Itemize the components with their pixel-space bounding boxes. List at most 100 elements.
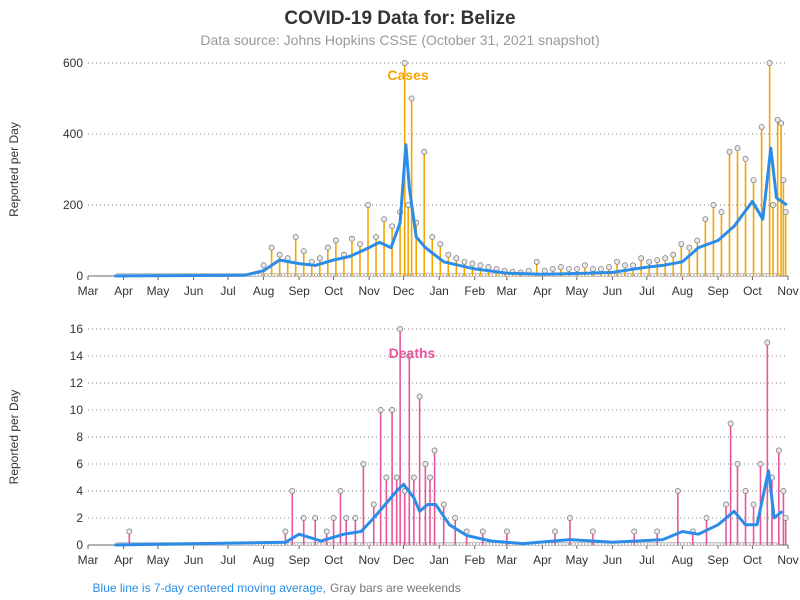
data-point <box>324 244 331 251</box>
baseline-point <box>310 542 315 546</box>
baseline-point <box>650 542 655 546</box>
baseline-point <box>647 542 652 546</box>
y-axis-label: Reported per Day <box>7 122 21 217</box>
x-tick-label: Apr <box>533 553 552 567</box>
x-tick-label: Jul <box>639 284 654 298</box>
baseline-point <box>307 542 312 546</box>
y-tick-label: 600 <box>63 56 83 70</box>
data-point <box>734 145 741 152</box>
x-tick-label: Aug <box>253 553 274 567</box>
x-tick-label: Apr <box>533 284 552 298</box>
baseline-point <box>290 273 295 277</box>
baseline-point <box>706 542 711 546</box>
baseline-point <box>561 542 566 546</box>
series-label: Deaths <box>389 345 436 361</box>
baseline-point <box>663 542 668 546</box>
baseline-point <box>419 273 424 277</box>
x-tick-label: May <box>566 553 589 567</box>
data-point <box>630 262 637 269</box>
y-tick-label: 10 <box>70 403 84 417</box>
baseline-point <box>621 273 625 277</box>
baseline-point <box>386 273 391 277</box>
baseline-point <box>644 273 648 277</box>
baseline-point <box>482 273 487 277</box>
x-tick-label: Apr <box>114 553 133 567</box>
moving-average-line <box>114 469 784 547</box>
baseline-point <box>488 273 493 277</box>
baseline-point <box>720 542 724 546</box>
data-point <box>485 264 492 271</box>
data-point <box>422 461 429 467</box>
data-point <box>742 155 749 162</box>
x-tick-label: Aug <box>672 553 693 567</box>
x-tick-label: Apr <box>114 284 133 298</box>
x-tick-label: May <box>566 284 589 298</box>
data-point <box>702 216 709 223</box>
data-point <box>479 528 486 535</box>
x-tick-label: Jul <box>220 284 235 298</box>
baseline-point <box>320 273 325 277</box>
x-tick-label: Jun <box>184 284 203 298</box>
x-tick-label: Mar <box>78 553 99 567</box>
data-point <box>742 488 749 494</box>
data-point <box>703 515 710 521</box>
baseline-point <box>393 273 398 277</box>
data-point <box>126 528 133 535</box>
data-point <box>503 528 510 535</box>
baseline-point <box>409 542 414 546</box>
x-tick-label: Dec <box>393 284 414 298</box>
data-point <box>445 251 452 258</box>
baseline-point <box>670 542 675 546</box>
data-point <box>401 60 408 66</box>
baseline-point <box>416 273 421 277</box>
data-point <box>437 241 444 247</box>
data-point <box>638 255 645 262</box>
data-point <box>678 241 685 247</box>
y-axis-label: Reported per Day <box>7 390 21 485</box>
baseline-point <box>660 273 665 277</box>
baseline-point <box>386 542 391 546</box>
data-point <box>723 501 729 508</box>
baseline-point <box>492 542 497 546</box>
baseline-point <box>297 273 302 277</box>
data-point <box>694 237 701 244</box>
data-point <box>389 223 396 230</box>
baseline-point <box>584 542 589 546</box>
data-point <box>734 461 741 467</box>
data-point <box>782 209 789 216</box>
moving-average-line <box>114 143 788 278</box>
x-tick-label: Oct <box>743 284 762 298</box>
x-tick-label: Mar <box>78 284 99 298</box>
x-tick-label: Sep <box>288 284 310 298</box>
baseline-point <box>667 542 672 546</box>
baseline-point <box>320 542 325 546</box>
data-point <box>427 474 433 481</box>
data-point <box>541 267 548 274</box>
data-point <box>370 501 377 508</box>
footnote-weekends: Gray bars are weekends <box>330 581 461 595</box>
baseline-point <box>317 542 322 546</box>
baseline-point <box>756 273 761 277</box>
data-point <box>631 528 638 535</box>
baseline-point <box>634 273 639 277</box>
baseline-point <box>274 273 279 277</box>
deaths-chart-panel: 0 2 4 6 8 10 12 14 16 Mar Apr May Jun Jul Aug Sep Oct Nov… <box>7 322 799 567</box>
data-point <box>780 177 787 184</box>
y-tick-label: 14 <box>70 349 84 363</box>
x-tick-label: Jul <box>220 553 235 567</box>
data-point <box>727 420 734 427</box>
data-point <box>782 515 789 521</box>
baseline-point <box>627 273 632 277</box>
y-tick-label: 8 <box>76 430 83 444</box>
baseline-point <box>762 273 767 277</box>
data-point <box>268 244 275 251</box>
data-point <box>381 216 388 223</box>
baseline-point <box>700 273 705 277</box>
x-tick-label: Oct <box>324 553 343 567</box>
baseline-point <box>347 273 351 277</box>
baseline-point <box>459 273 464 277</box>
baseline-point <box>673 273 678 277</box>
baseline-point <box>436 273 441 277</box>
baseline-point <box>683 542 688 546</box>
baseline-point <box>571 542 576 546</box>
